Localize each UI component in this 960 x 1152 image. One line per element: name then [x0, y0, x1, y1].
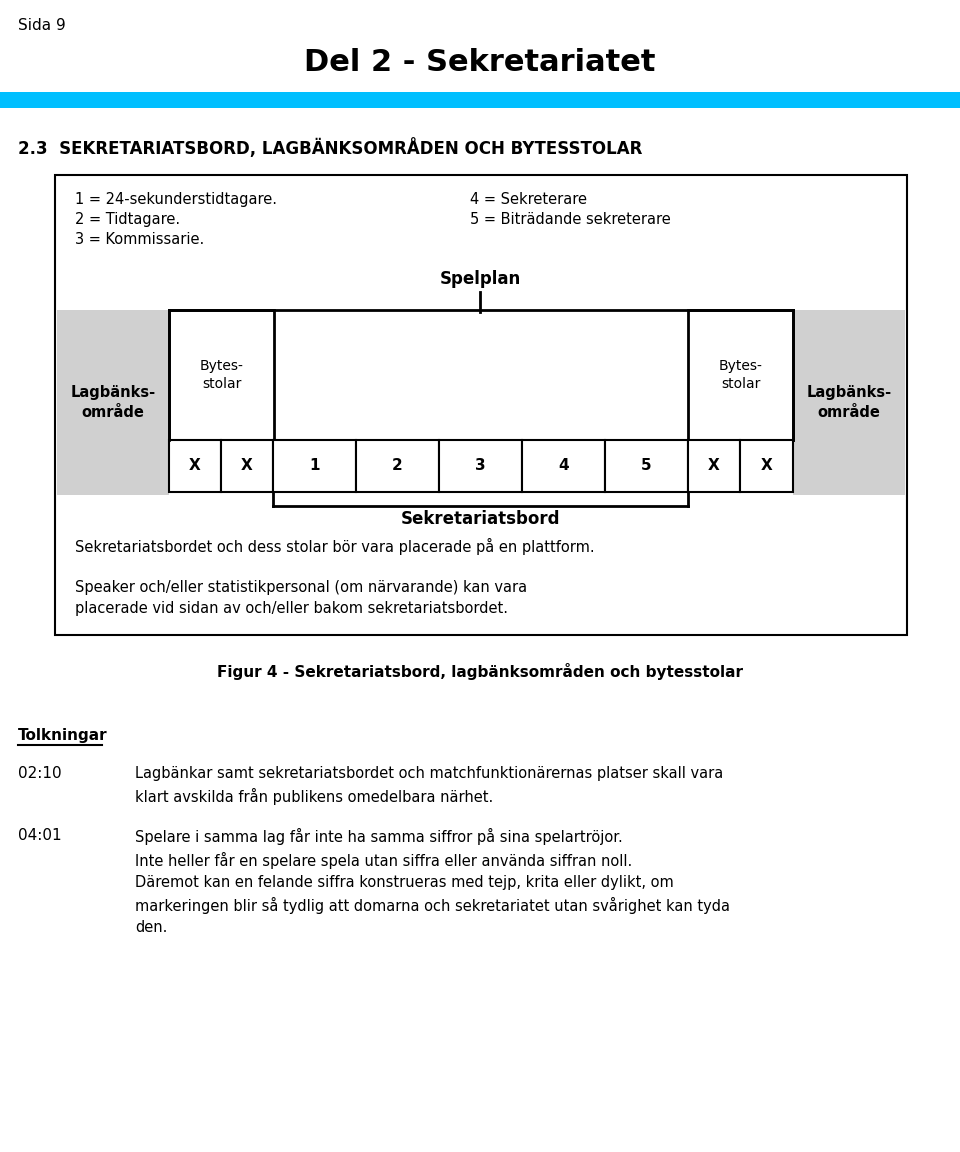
Text: Lagbänkar samt sekretariatsbordet och matchfunktionärernas platser skall vara
kl: Lagbänkar samt sekretariatsbordet och ma…: [135, 766, 723, 805]
Text: 1 = 24-sekunderstidtagare.: 1 = 24-sekunderstidtagare.: [75, 192, 277, 207]
Text: Lagbänks-
område: Lagbänks- område: [70, 385, 156, 419]
Text: X: X: [760, 458, 773, 473]
Text: 2 = Tidtagare.: 2 = Tidtagare.: [75, 212, 180, 227]
Text: Sida 9: Sida 9: [18, 18, 65, 33]
Text: Lagbänks-
område: Lagbänks- område: [806, 385, 892, 419]
Bar: [793, 310, 905, 495]
Text: Bytes-
stolar: Bytes- stolar: [719, 358, 762, 392]
Text: 2.3  SEKRETARIATSBORD, LAGBÄNKSOMRÅDEN OCH BYTESSTOLAR: 2.3 SEKRETARIATSBORD, LAGBÄNKSOMRÅDEN OC…: [18, 138, 642, 158]
Text: 5: 5: [641, 458, 652, 473]
Text: X: X: [708, 458, 720, 473]
Bar: [740, 440, 793, 492]
Bar: [0, 92, 960, 108]
Bar: [356, 440, 439, 492]
Text: 5 = Biträdande sekreterare: 5 = Biträdande sekreterare: [470, 212, 671, 227]
Text: Sekretariatsbord: Sekretariatsbord: [400, 510, 560, 528]
Bar: [439, 440, 522, 492]
Text: 3 = Kommissarie.: 3 = Kommissarie.: [75, 232, 204, 247]
Bar: [221, 440, 273, 492]
Text: 1: 1: [309, 458, 320, 473]
Text: 02:10: 02:10: [18, 766, 61, 781]
Text: Spelare i samma lag får inte ha samma siffror på sina spelartröjor.
Inte heller : Spelare i samma lag får inte ha samma si…: [135, 828, 730, 935]
Text: X: X: [189, 458, 201, 473]
Bar: [273, 440, 356, 492]
Bar: [169, 440, 221, 492]
Text: Tolkningar: Tolkningar: [18, 728, 108, 743]
Text: 04:01: 04:01: [18, 828, 61, 843]
Bar: [169, 310, 274, 440]
Bar: [688, 440, 740, 492]
Text: X: X: [241, 458, 252, 473]
Text: 4: 4: [558, 458, 569, 473]
Bar: [57, 310, 169, 495]
Bar: [605, 440, 688, 492]
Text: Sekretariatsbordet och dess stolar bör vara placerade på en plattform.: Sekretariatsbordet och dess stolar bör v…: [75, 538, 594, 555]
Text: Spelplan: Spelplan: [440, 270, 520, 288]
Text: 4 = Sekreterare: 4 = Sekreterare: [470, 192, 587, 207]
Bar: [688, 310, 793, 440]
Text: Speaker och/eller statistikpersonal (om närvarande) kan vara
placerade vid sidan: Speaker och/eller statistikpersonal (om …: [75, 579, 527, 616]
Text: 3: 3: [475, 458, 486, 473]
Bar: [55, 175, 907, 635]
Text: Del 2 - Sekretariatet: Del 2 - Sekretariatet: [304, 48, 656, 77]
Bar: [522, 440, 605, 492]
Text: 2: 2: [392, 458, 403, 473]
Text: Figur 4 - Sekretariatsbord, lagbänksområden och bytesstolar: Figur 4 - Sekretariatsbord, lagbänksområ…: [217, 664, 743, 680]
Text: Bytes-
stolar: Bytes- stolar: [200, 358, 244, 392]
